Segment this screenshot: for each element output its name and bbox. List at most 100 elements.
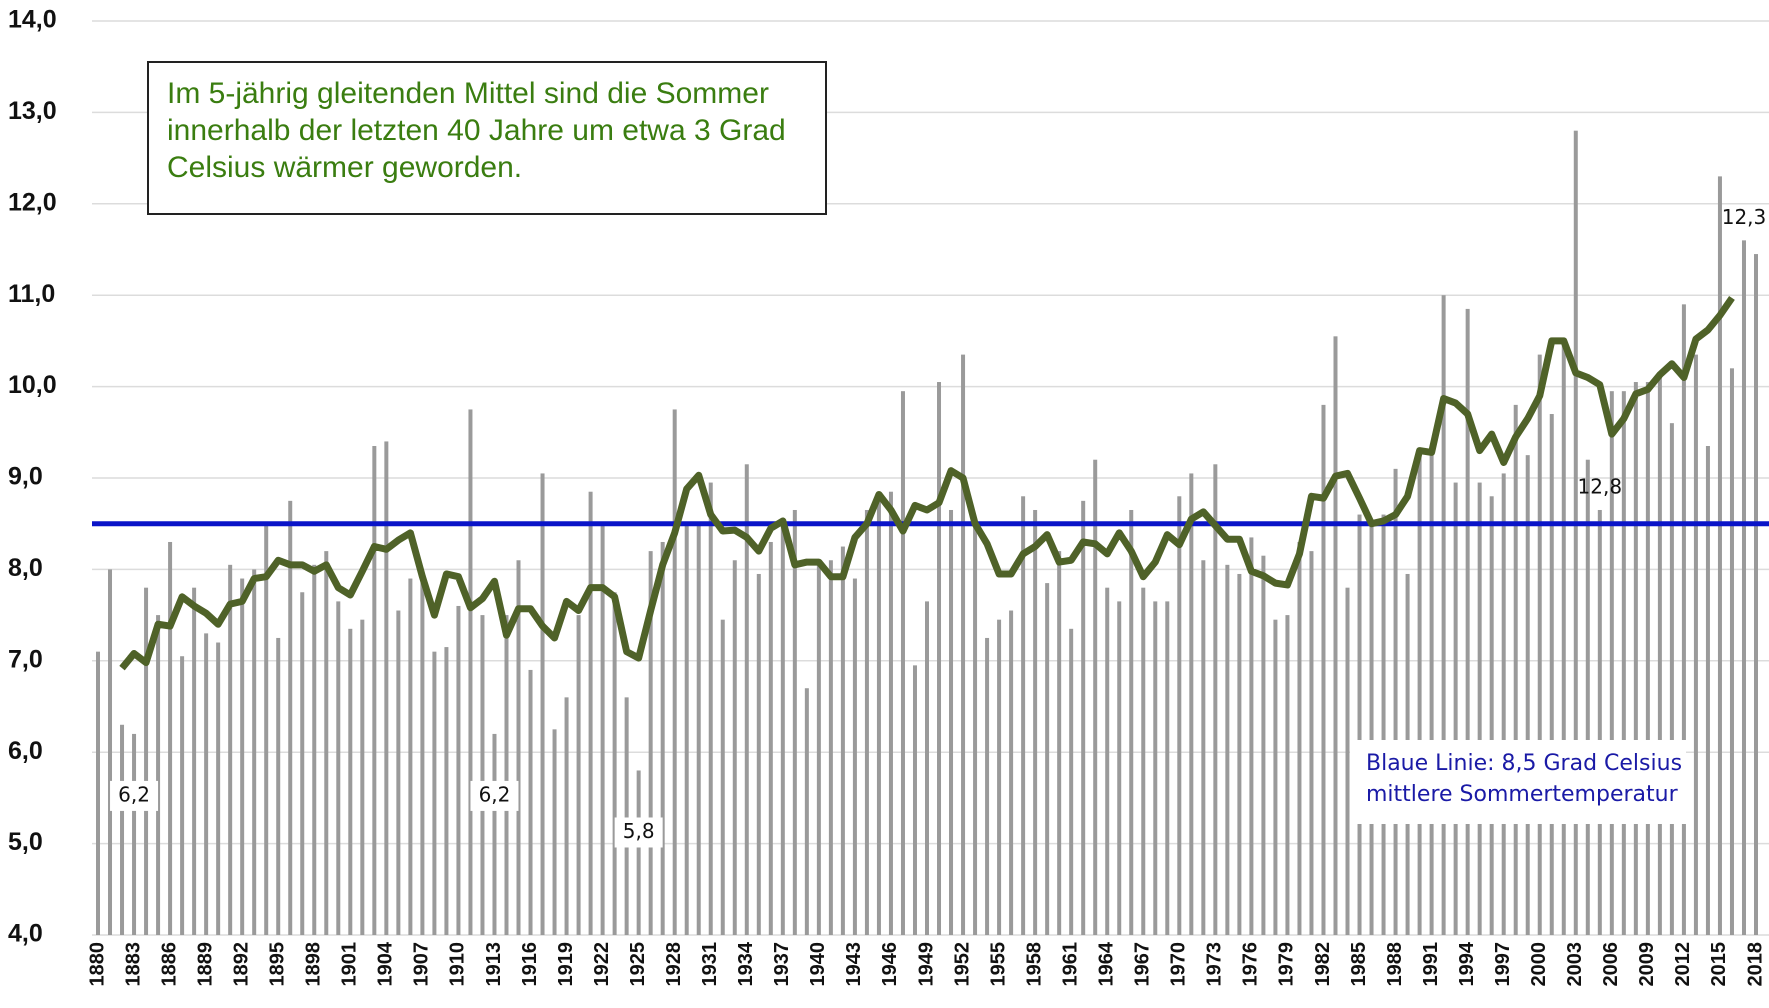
bar	[912, 665, 917, 935]
bar	[1633, 382, 1638, 935]
bar	[840, 546, 845, 935]
x-tick-label: 2006	[1600, 942, 1622, 987]
x-tick-label: 2003	[1564, 942, 1586, 987]
y-tick-label: 9,0	[8, 463, 43, 491]
y-tick-label: 7,0	[8, 645, 43, 673]
bar	[552, 729, 557, 935]
bar	[204, 633, 209, 935]
bar	[1681, 304, 1686, 936]
bar	[636, 770, 641, 935]
x-tick-label: 1946	[879, 942, 901, 987]
x-tick-label: 1910	[447, 942, 469, 987]
bar	[744, 464, 749, 935]
data-label: 6,2	[118, 782, 150, 806]
bar	[852, 578, 857, 935]
bar	[540, 473, 545, 935]
x-tick-label: 1994	[1456, 941, 1478, 986]
bar	[1537, 354, 1542, 935]
bar	[144, 587, 149, 935]
bar	[300, 592, 305, 935]
bar	[1333, 336, 1338, 936]
bar	[228, 564, 233, 935]
x-tick-label: 1988	[1384, 942, 1406, 987]
bar	[420, 578, 425, 935]
bar	[336, 601, 341, 935]
bar	[949, 509, 954, 935]
bar	[732, 560, 737, 935]
bar	[1261, 555, 1266, 935]
bar	[372, 446, 377, 935]
bar	[1357, 514, 1362, 935]
y-tick-label: 12,0	[8, 188, 57, 216]
bar	[132, 733, 137, 935]
bar	[456, 605, 461, 935]
x-tick-label: 1943	[843, 942, 865, 987]
bar	[1309, 551, 1314, 935]
bar	[985, 637, 990, 935]
y-tick-label: 6,0	[8, 737, 43, 765]
bar	[1477, 482, 1482, 935]
bar	[1177, 496, 1182, 935]
bar	[828, 560, 833, 935]
x-tick-label: 1979	[1276, 942, 1298, 987]
x-tick-label: 1928	[663, 942, 685, 987]
x-tick-label: 1892	[230, 942, 252, 987]
annotation: Im 5-jährig gleitenden Mittel sind die S…	[147, 61, 827, 215]
bar	[1717, 176, 1722, 935]
bar	[696, 523, 701, 935]
bar	[1165, 601, 1170, 935]
bar	[324, 551, 329, 935]
bar	[1249, 537, 1254, 935]
bar	[1045, 583, 1050, 935]
bar	[1393, 468, 1398, 935]
bar	[1213, 464, 1218, 935]
bar	[1573, 130, 1578, 935]
bar	[492, 733, 497, 935]
y-tick-label: 4,0	[8, 920, 43, 948]
bar	[1021, 496, 1026, 935]
x-tick-label: 1922	[591, 942, 613, 987]
bar	[648, 551, 653, 935]
bar	[1501, 473, 1506, 935]
bar	[1754, 254, 1758, 935]
bar	[1033, 509, 1038, 935]
bar	[1237, 573, 1242, 935]
bar	[1057, 551, 1062, 935]
x-tick-label: 1940	[807, 942, 829, 987]
bar	[1621, 391, 1626, 935]
bar	[1693, 354, 1698, 935]
bar	[961, 354, 966, 935]
bar	[1465, 308, 1470, 935]
label-bg	[614, 817, 663, 848]
x-tick-label: 1982	[1312, 942, 1334, 987]
bar	[684, 523, 689, 935]
data-label: 12,8	[1578, 474, 1623, 498]
bar	[1417, 450, 1422, 935]
y-tick-label: 13,0	[8, 97, 57, 125]
x-tick-label: 1901	[339, 942, 361, 987]
x-tick-label: 1886	[158, 942, 180, 987]
bar	[1117, 601, 1122, 935]
moving-average-line	[119, 295, 1735, 671]
bar	[312, 564, 317, 935]
x-tick-label: 1889	[194, 942, 216, 987]
bar	[564, 697, 569, 935]
bar	[1381, 514, 1386, 935]
x-tick-label: 1916	[519, 942, 541, 987]
x-tick-label: 2012	[1672, 942, 1694, 987]
x-tick-label: 1907	[411, 942, 433, 987]
bar	[360, 619, 365, 935]
bar	[384, 441, 389, 935]
bar	[408, 578, 413, 935]
x-tick-label: 1934	[735, 941, 757, 986]
bar	[1585, 459, 1590, 935]
bar	[264, 523, 269, 935]
x-tick-label: 1898	[303, 942, 325, 987]
bar	[1093, 459, 1098, 935]
x-tick-label: 1931	[699, 942, 721, 987]
bar	[1225, 564, 1230, 935]
bar	[1489, 496, 1494, 935]
bar	[1285, 615, 1290, 935]
bar	[1369, 523, 1374, 935]
bar	[504, 615, 509, 935]
